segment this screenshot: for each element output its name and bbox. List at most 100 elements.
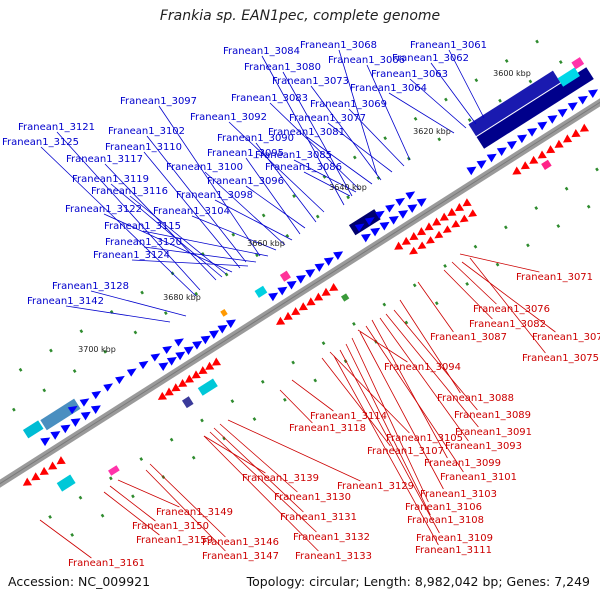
dot-mark xyxy=(434,301,439,306)
forward-gene-arrow xyxy=(496,147,507,156)
reverse-leader-line xyxy=(345,343,431,516)
feature-box xyxy=(40,398,81,431)
forward-gene-label: Franean1_3125 xyxy=(2,137,79,148)
forward-gene-label: Franean1_3090 xyxy=(217,133,294,144)
reverse-leader-line xyxy=(203,435,319,552)
forward-gene-label: Franean1_3064 xyxy=(350,83,427,94)
forward-leader-line xyxy=(142,230,269,257)
reverse-leader-line xyxy=(385,313,479,428)
dot-mark xyxy=(255,253,259,258)
reverse-gene-arrow xyxy=(198,366,208,375)
forward-gene-label: Franean1_3062 xyxy=(392,53,469,64)
forward-gene-label: Franean1_3069 xyxy=(310,99,387,110)
reverse-gene-label: Franean1_3108 xyxy=(407,515,484,526)
dot-mark xyxy=(528,79,533,84)
dot-mark xyxy=(139,457,144,461)
reverse-gene-arrow xyxy=(306,297,316,306)
forward-gene-label: Franean1_3100 xyxy=(166,162,243,173)
forward-leader-line xyxy=(103,213,233,273)
dot-mark xyxy=(443,264,447,268)
dot-mark xyxy=(72,369,77,373)
forward-gene-arrow xyxy=(537,121,548,131)
dot-mark xyxy=(222,436,226,441)
reverse-gene-label: Franean1_3089 xyxy=(454,410,531,421)
forward-gene-label: Franean1_3083 xyxy=(231,93,308,104)
reverse-gene-arrow xyxy=(409,246,418,255)
forward-gene-arrow xyxy=(323,257,334,266)
gene-labels: Franean1_3061 Franean1_3062 Franean1_3063 F… xyxy=(2,40,600,569)
dot-mark xyxy=(292,194,296,199)
forward-gene-arrow xyxy=(174,338,184,347)
reverse-gene-arrow xyxy=(48,461,58,470)
feature-box xyxy=(197,378,218,396)
reverse-leader-line xyxy=(379,317,469,442)
forward-leader-line xyxy=(310,85,382,181)
forward-gene-label: Franean1_3121 xyxy=(18,122,95,133)
reverse-gene-arrow xyxy=(520,161,530,170)
forward-gene-arrow xyxy=(277,286,288,296)
dot-mark xyxy=(285,233,290,238)
forward-gene-arrow xyxy=(162,345,173,355)
forward-gene-label: Franean1_3098 xyxy=(176,190,253,201)
forward-gene-arrow xyxy=(138,360,149,370)
reverse-gene-arrow xyxy=(546,145,556,154)
reverse-gene-arrow xyxy=(529,155,539,164)
forward-gene-arrow xyxy=(517,134,528,144)
forward-gene-label: Franean1_3073 xyxy=(272,76,349,87)
forward-gene-label: Franean1_3116 xyxy=(91,186,168,197)
forward-gene-arrow xyxy=(333,251,344,261)
reverse-gene-label: Franean1_3130 xyxy=(274,492,351,503)
forward-gene-arrow xyxy=(486,153,497,163)
reverse-gene-label: Franean1_3105 xyxy=(386,433,463,444)
feature-box xyxy=(571,57,585,70)
forward-gene-arrow xyxy=(398,210,409,219)
feature-box xyxy=(56,474,76,492)
forward-block xyxy=(476,67,594,149)
forward-leader-line xyxy=(228,121,325,213)
forward-leader-line xyxy=(269,102,361,191)
forward-gene-arrow xyxy=(375,210,385,219)
kbp-tick-label: 3640 kbp xyxy=(329,183,367,192)
forward-gene-arrow xyxy=(577,95,588,105)
kbp-tick-label: 3600 kbp xyxy=(493,69,531,78)
forward-gene-label: Franean1_3077 xyxy=(289,113,366,124)
feature-box xyxy=(254,285,268,298)
dot-mark xyxy=(315,214,320,219)
dot-mark xyxy=(556,224,561,228)
reverse-gene-label: Franean1_3071 xyxy=(516,272,593,283)
forward-gene-label: Franean1_3117 xyxy=(66,154,143,165)
dot-mark xyxy=(465,281,470,286)
forward-gene-arrow xyxy=(476,160,487,169)
dot-mark xyxy=(191,455,196,460)
reverse-gene-arrow xyxy=(184,374,195,383)
forward-gene-arrow xyxy=(115,375,125,385)
forward-gene-arrow xyxy=(388,215,399,225)
reverse-gene-label: Franean1_3150 xyxy=(132,521,209,532)
dot-mark xyxy=(230,399,235,404)
forward-gene-label: Franean1_3104 xyxy=(153,206,230,217)
reverse-gene-label: Franean1_3107 xyxy=(367,446,444,457)
reverse-gene-arrow xyxy=(434,230,444,239)
reverse-leader-line xyxy=(443,269,493,320)
forward-leader-line xyxy=(56,131,201,291)
forward-leader-line xyxy=(143,151,241,269)
reverse-gene-arrow xyxy=(283,311,293,320)
gene-boxes xyxy=(22,57,594,492)
dot-mark xyxy=(534,206,539,210)
reverse-leader-line xyxy=(461,261,556,333)
reverse-leader-line xyxy=(117,479,180,508)
forward-gene-arrow xyxy=(91,390,102,400)
forward-gene-arrow xyxy=(90,405,101,414)
dot-mark xyxy=(200,418,204,423)
forward-gene-label: Franean1_3086 xyxy=(265,162,342,173)
reverse-gene-arrow xyxy=(298,302,308,311)
dot-mark xyxy=(322,174,327,179)
reverse-gene-arrow xyxy=(178,378,188,388)
forward-gene-label: Franean1_3066 xyxy=(328,55,405,66)
reverse-gene-arrow xyxy=(164,387,174,396)
feature-box xyxy=(108,465,120,476)
forward-gene-label: Franean1_3119 xyxy=(72,174,149,185)
forward-leader-line xyxy=(143,246,257,263)
reverse-gene-label: Franean1_3106 xyxy=(405,502,482,513)
forward-gene-arrow xyxy=(360,233,371,243)
